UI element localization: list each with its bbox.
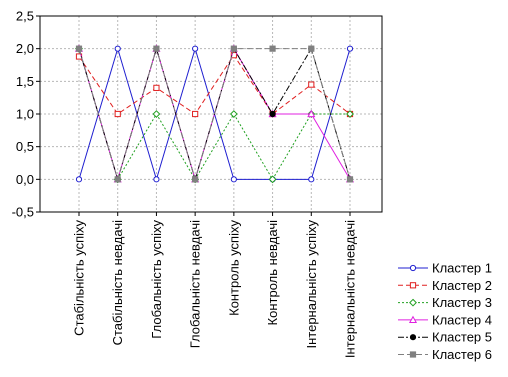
legend-swatch-marker [408,315,418,323]
data-point [307,109,316,118]
data-point [269,110,276,118]
legend-item: Кластер 3 [398,295,492,310]
series-6 [75,45,354,183]
legend-swatch-marker [409,334,417,341]
series-line [78,46,351,182]
x-tick-label: Стабільність успіху [72,220,87,336]
legend-item: Кластер 2 [398,278,492,293]
legend-label: Кластер 2 [432,278,492,293]
x-tick-label: Інтернальність успіху [304,220,319,349]
data-point [346,45,354,52]
legend-label: Кластер 1 [432,261,492,276]
legend: Кластер 1 Кластер 2 Кластер 3 Кластер 4 Клас… [398,261,492,362]
data-point [192,176,199,183]
legend-item: Кластер 5 [398,330,492,345]
data-point [153,176,160,183]
data-point [75,45,83,52]
legend-swatch-marker [409,298,417,307]
x-tick-label: Глобальність невдачі [188,220,203,348]
x-tick-label: Контроль успіху [226,220,241,316]
data-point [192,45,199,52]
data-point [114,45,121,52]
data-point [192,110,199,118]
data-point [229,110,238,118]
series-line [78,48,350,181]
legend-label: Кластер 4 [432,312,492,327]
legend-label: Кластер 3 [432,295,492,310]
data-point [153,45,160,52]
data-point [346,110,354,118]
data-point [346,176,354,183]
x-tick-label: Інтернальність невдачі [343,220,358,358]
legend-item: Кластер 1 [398,261,492,276]
series-line [78,54,351,115]
y-tick-label: 1,5 [16,74,34,89]
y-tick-label: -0,5 [12,205,34,220]
data-point [308,176,315,183]
data-point [269,45,276,52]
data-point [152,110,161,118]
data-point [230,45,237,52]
x-tick-label: Глобальність успіху [149,220,164,339]
legend-swatch-marker [409,264,417,272]
data-point [230,52,237,59]
y-tick-label: 0,5 [16,139,34,154]
data-point [308,81,315,88]
series-group [74,44,355,184]
y-tick-label: 0,0 [16,172,34,187]
y-tick-label: 1,0 [16,107,34,122]
data-point [308,45,315,52]
data-point [153,84,160,91]
x-axis-ticks: Стабільність успіху Стабільність невдачі Г… [72,212,358,358]
legend-label: Кластер 6 [432,347,492,362]
legend-item: Кластер 4 [398,312,492,327]
data-point [114,176,121,183]
legend-swatch-marker [409,351,417,358]
data-point [114,110,121,118]
legend-item: Кластер 6 [398,347,492,362]
data-point [268,175,277,184]
x-tick-label: Стабільність невдачі [110,220,125,345]
y-axis-ticks: -0,5 0,0 0,5 1,0 1,5 2,0 2,5 [12,9,40,220]
legend-label: Кластер 5 [432,330,492,345]
data-point [75,176,83,183]
legend-swatch-marker [409,282,417,289]
y-tick-label: 2,0 [16,41,34,56]
x-tick-label: Контроль невдачі [265,220,280,326]
data-point [230,176,237,183]
y-tick-label: 2,5 [16,9,34,24]
